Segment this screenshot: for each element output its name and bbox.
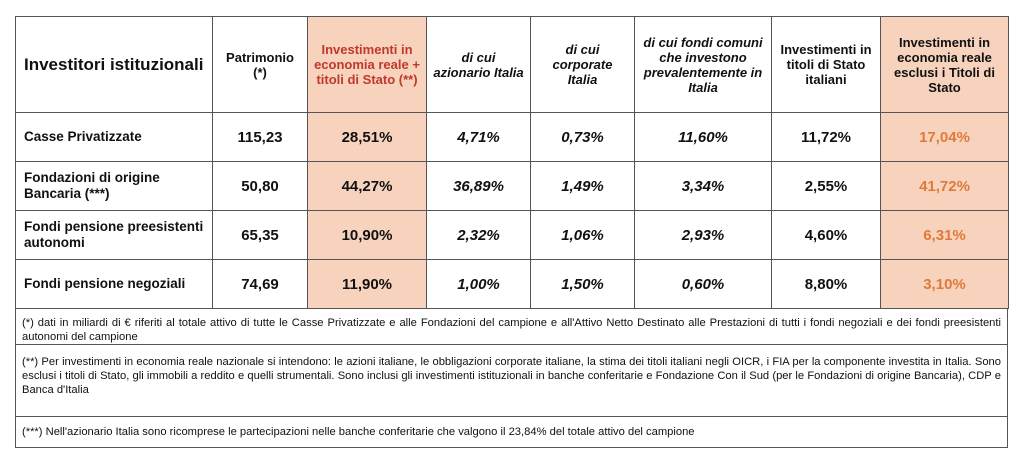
footnote-azionario-italia: (***) Nell'azionario Italia sono ricompr… xyxy=(22,426,695,438)
cell-azionario-italia: 36,89% xyxy=(426,161,531,211)
footnote-economia-reale: (**) Per investimenti in economia reale … xyxy=(16,345,1007,417)
table-row: Fondi pensione negoziali 74,69 11,90% 1,… xyxy=(15,259,1009,309)
cell-azionario-italia: 4,71% xyxy=(426,112,531,162)
table-row: Fondazioni di origine Bancaria (***) 50,… xyxy=(15,161,1009,211)
cell-azionario-italia: 2,32% xyxy=(426,210,531,260)
header-investitori: Investitori istituzionali xyxy=(15,16,213,113)
cell-patrimonio: 65,35 xyxy=(212,210,308,260)
cell-corporate-italia: 1,06% xyxy=(530,210,635,260)
header-economia-reale-esclusi-titoli: Investimenti in economia reale esclusi i… xyxy=(880,16,1009,113)
cell-corporate-italia: 1,50% xyxy=(530,259,635,309)
investors-table-document: Investitori istituzionali Patrimonio (*)… xyxy=(15,16,1009,448)
cell-economia-reale-titoli-stato: 44,27% xyxy=(307,161,427,211)
cell-fondi-comuni: 11,60% xyxy=(634,112,772,162)
cell-titoli-stato: 4,60% xyxy=(771,210,881,260)
footnote-patrimonio: (*) dati in miliardi di € riferiti al to… xyxy=(16,309,1007,345)
cell-economia-reale-titoli-stato: 11,90% xyxy=(307,259,427,309)
header-azionario-italia: di cui azionario Italia xyxy=(426,16,531,113)
header-fondi-comuni: di cui fondi comuni che investono preval… xyxy=(634,16,772,113)
cell-fondi-comuni: 0,60% xyxy=(634,259,772,309)
header-investimenti-economia-reale-titoli-stato: Investimenti in economia reale + titoli … xyxy=(307,16,427,113)
cell-patrimonio: 115,23 xyxy=(212,112,308,162)
cell-corporate-italia: 0,73% xyxy=(530,112,635,162)
cell-titoli-stato: 8,80% xyxy=(771,259,881,309)
row-label: Fondazioni di origine Bancaria (***) xyxy=(15,161,213,211)
header-corporate-italia: di cui corporate Italia xyxy=(530,16,635,113)
cell-economia-reale-esclusi: 3,10% xyxy=(880,259,1009,309)
cell-azionario-italia: 1,00% xyxy=(426,259,531,309)
table-row: Fondi pensione preesistenti autonomi 65,… xyxy=(15,210,1009,260)
cell-titoli-stato: 11,72% xyxy=(771,112,881,162)
cell-patrimonio: 74,69 xyxy=(212,259,308,309)
cell-economia-reale-titoli-stato: 10,90% xyxy=(307,210,427,260)
row-label: Fondi pensione negoziali xyxy=(15,259,213,309)
footnotes: (*) dati in miliardi di € riferiti al to… xyxy=(15,309,1008,448)
header-titoli-stato-italiani: Investimenti in titoli di Stato italiani xyxy=(771,16,881,113)
cell-patrimonio: 50,80 xyxy=(212,161,308,211)
table-header-row: Investitori istituzionali Patrimonio (*)… xyxy=(15,16,1009,113)
cell-economia-reale-esclusi: 17,04% xyxy=(880,112,1009,162)
cell-fondi-comuni: 3,34% xyxy=(634,161,772,211)
table-row: Casse Privatizzate 115,23 28,51% 4,71% 0… xyxy=(15,112,1009,162)
cell-economia-reale-titoli-stato: 28,51% xyxy=(307,112,427,162)
cell-economia-reale-esclusi: 41,72% xyxy=(880,161,1009,211)
cell-fondi-comuni: 2,93% xyxy=(634,210,772,260)
row-label: Fondi pensione preesistenti autonomi xyxy=(15,210,213,260)
cell-economia-reale-esclusi: 6,31% xyxy=(880,210,1009,260)
header-patrimonio: Patrimonio (*) xyxy=(212,16,308,113)
investors-table: Investitori istituzionali Patrimonio (*)… xyxy=(15,16,1009,309)
cell-corporate-italia: 1,49% xyxy=(530,161,635,211)
row-label: Casse Privatizzate xyxy=(15,112,213,162)
cell-titoli-stato: 2,55% xyxy=(771,161,881,211)
